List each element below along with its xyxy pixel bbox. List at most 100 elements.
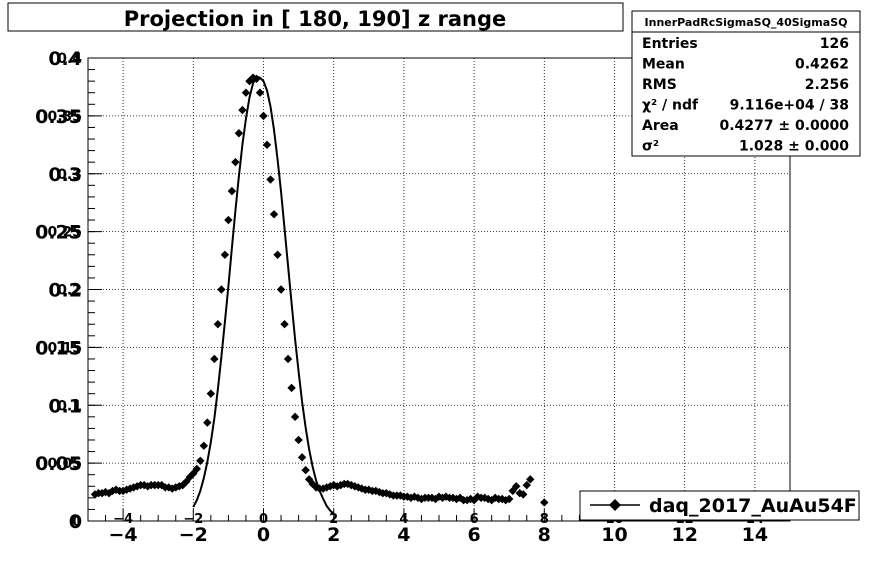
data-point xyxy=(220,250,230,259)
y-tick-label: 0.35 xyxy=(35,106,82,128)
x-tick-label-inner: −2 xyxy=(183,512,203,527)
x-tick-label: 2 xyxy=(327,524,340,546)
grid xyxy=(88,57,790,522)
stats-row-value: 2.256 xyxy=(805,77,849,93)
chart-title: Projection in [ 180, 190] z range xyxy=(124,7,507,31)
data-point xyxy=(238,105,247,115)
data-point xyxy=(234,129,244,138)
data-point xyxy=(276,285,286,294)
y-tick-label-inner: 0 xyxy=(72,514,82,530)
stats-row-value: 126 xyxy=(820,36,849,52)
y-tick-labels: 0 0.05 0.1 0.15 0.2 0.25 0.3 0.35 0.4 xyxy=(35,48,82,533)
y-tick-label-inner: 0.2 xyxy=(57,283,82,299)
stats-row-label: RMS xyxy=(642,77,677,93)
x-tick-label: 6 xyxy=(467,524,480,546)
data-point xyxy=(266,175,275,184)
stats-row-value: 1.028 ± 0.000 xyxy=(739,139,849,155)
data-point xyxy=(512,482,521,491)
data-point xyxy=(199,441,209,450)
y-tick-label: 0.1 xyxy=(48,395,82,417)
data-point xyxy=(252,74,261,84)
data-point xyxy=(224,215,233,225)
y-tick-label-inner: 0.1 xyxy=(57,398,82,414)
data-point xyxy=(297,453,307,462)
y-tick-label-inner: 0.35 xyxy=(47,109,82,125)
data-point xyxy=(540,498,549,507)
data-point xyxy=(139,480,149,490)
stats-box xyxy=(631,10,861,157)
data-point xyxy=(241,88,251,97)
data-point xyxy=(213,320,223,329)
data-point xyxy=(262,140,272,150)
y-tick-label-inner: 0.3 xyxy=(57,167,82,183)
data-point xyxy=(259,111,268,121)
stats-name: InnerPadRcSigmaSQ_40SigmaSQ xyxy=(645,16,848,29)
data-point xyxy=(294,435,303,445)
y-tick-label: 0.3 xyxy=(48,164,82,186)
data-point xyxy=(269,210,279,219)
x-tick-label: 14 xyxy=(742,524,768,546)
data-point xyxy=(217,285,226,294)
data-points xyxy=(90,73,549,507)
y-tick-label: 0.4 xyxy=(48,48,82,70)
data-point xyxy=(206,389,216,398)
data-point xyxy=(522,480,531,490)
data-point xyxy=(287,383,296,393)
data-point xyxy=(227,186,237,196)
data-point xyxy=(515,489,524,498)
stats-row-label: Area xyxy=(642,118,679,134)
y-tick-labels-inner: 0 0.05 0.1 0.15 0.2 0.25 0.3 0.35 0.4 xyxy=(47,51,82,530)
data-point xyxy=(104,489,114,498)
x-tick-labels: −4 −2 0 2 4 6 8 10 12 14 xyxy=(109,524,769,546)
x-tick-label-inner: 4 xyxy=(399,512,408,527)
x-tick-label: 12 xyxy=(671,524,697,546)
x-tick-label: 8 xyxy=(538,524,551,546)
data-point xyxy=(196,456,205,466)
data-point xyxy=(90,490,100,499)
x-tick-label-inner: 6 xyxy=(470,512,479,527)
data-point xyxy=(526,475,535,484)
data-point xyxy=(283,354,293,364)
y-tick-label: 0 xyxy=(69,511,82,533)
y-tick-label-inner: 0.25 xyxy=(47,225,82,241)
x-tick-label-inner: 8 xyxy=(540,512,549,527)
y-tick-label: 0.25 xyxy=(35,222,82,244)
title-box xyxy=(7,2,624,32)
stats-row-value: 0.4277 ± 0.0000 xyxy=(719,118,849,134)
data-point xyxy=(118,486,128,496)
legend-marker-icon xyxy=(609,499,621,511)
stats-row-value: 0.4262 xyxy=(795,57,849,73)
data-point xyxy=(203,418,212,427)
y-tick-label: 0.15 xyxy=(35,337,82,359)
stats-row-label: Mean xyxy=(642,57,685,73)
fit-curve-path xyxy=(192,75,335,515)
data-point xyxy=(192,464,202,474)
x-tick-label: 0 xyxy=(257,524,270,546)
data-point xyxy=(273,250,282,259)
data-point xyxy=(280,320,289,329)
y-tick-label-inner: 0.4 xyxy=(57,51,82,67)
data-point xyxy=(505,494,514,504)
stats-row-label: Entries xyxy=(642,36,698,52)
x-tick-label: 4 xyxy=(397,524,410,546)
stats-row-value: 9.116e+04 / 38 xyxy=(730,98,849,114)
stats-rows: Entries 126 Mean 0.4262 RMS 2.256 χ² / ndf 9.11… xyxy=(642,36,849,155)
stats-row-label: χ² / ndf xyxy=(642,98,699,114)
fit-curve xyxy=(192,75,335,515)
x-tick-label: −2 xyxy=(179,524,208,546)
data-point xyxy=(248,73,258,82)
x-tick-label-inner: 0 xyxy=(259,512,268,527)
data-point xyxy=(519,490,528,499)
y-tick-label: 0.2 xyxy=(48,280,82,302)
data-point xyxy=(231,157,240,167)
data-point xyxy=(301,465,310,475)
data-point xyxy=(210,354,219,364)
x-tick-label: 10 xyxy=(601,524,627,546)
y-tick-label-inner: 0.15 xyxy=(47,340,82,356)
legend-entry: daq_2017_AuAu54F xyxy=(649,495,857,517)
y-tick-label: 0.05 xyxy=(35,453,82,475)
data-point xyxy=(290,412,300,422)
